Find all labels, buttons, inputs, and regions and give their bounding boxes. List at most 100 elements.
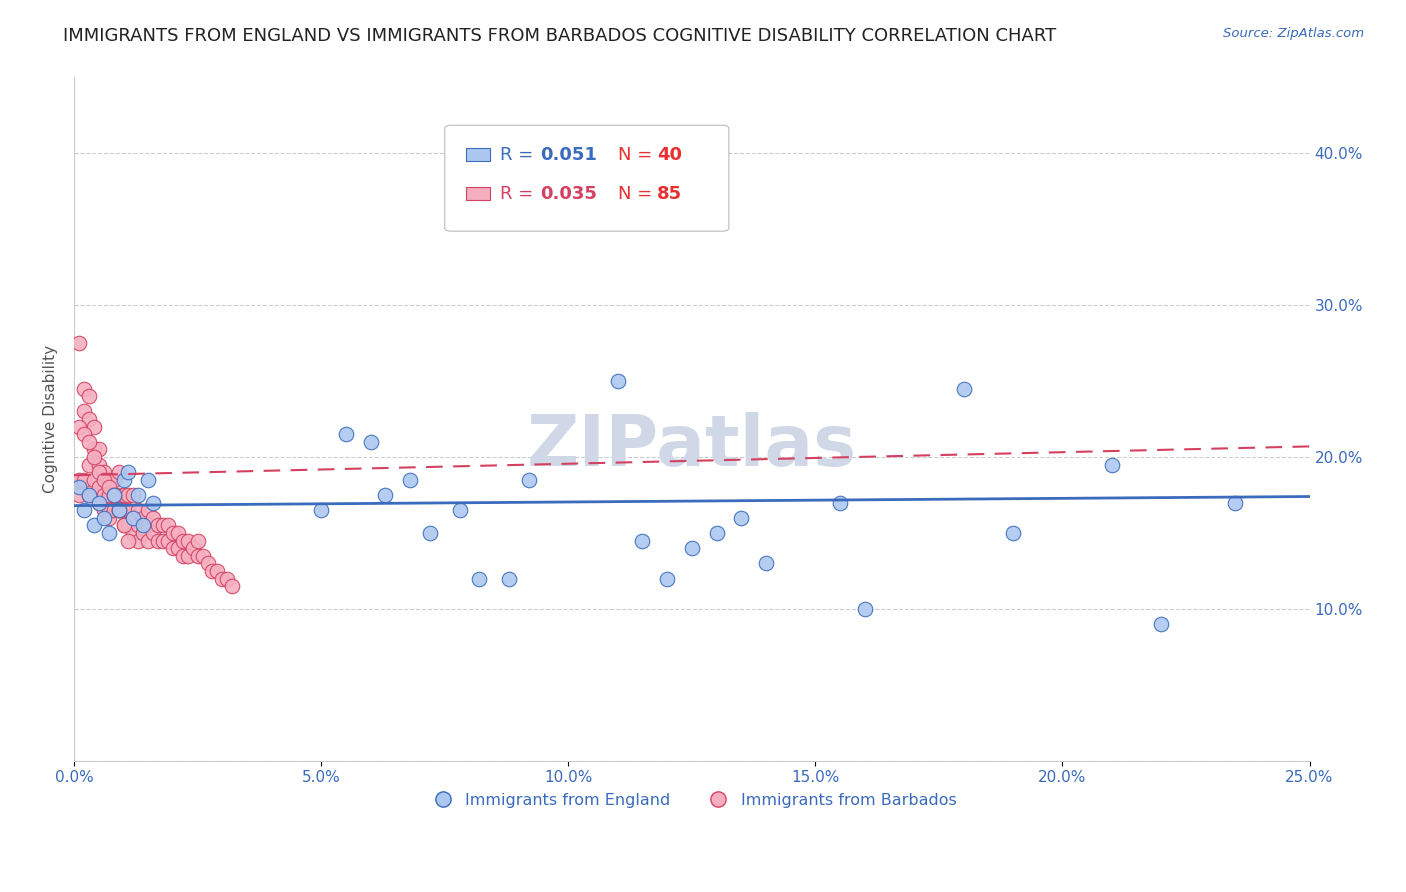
Point: [93, 510, 115, 524]
Point: [87, 442, 110, 457]
Point: [117, 533, 139, 548]
Point: [853, 602, 876, 616]
Point: [67, 473, 90, 487]
Point: [152, 533, 174, 548]
Text: 0.051: 0.051: [540, 145, 596, 163]
Point: [162, 525, 184, 540]
Point: [97, 503, 120, 517]
Point: [706, 525, 728, 540]
Point: [93, 503, 115, 517]
Point: [187, 533, 209, 548]
Point: [655, 572, 678, 586]
Point: [136, 533, 159, 548]
Point: [107, 503, 129, 517]
Point: [146, 518, 169, 533]
Point: [77, 488, 100, 502]
Point: [468, 572, 491, 586]
Point: [132, 525, 155, 540]
FancyBboxPatch shape: [465, 186, 491, 201]
Point: [211, 572, 233, 586]
Text: Source: ZipAtlas.com: Source: ZipAtlas.com: [1223, 27, 1364, 40]
Point: [107, 488, 129, 502]
Point: [181, 541, 204, 556]
Point: [419, 525, 441, 540]
Point: [1225, 495, 1247, 509]
Point: [103, 488, 125, 502]
Point: [122, 510, 145, 524]
Point: [112, 488, 135, 502]
Point: [83, 473, 105, 487]
Text: 0.035: 0.035: [540, 185, 596, 202]
Point: [146, 533, 169, 548]
Point: [498, 572, 520, 586]
Text: R =: R =: [501, 185, 540, 202]
Point: [177, 533, 200, 548]
FancyBboxPatch shape: [444, 125, 728, 231]
Point: [122, 510, 145, 524]
Text: 85: 85: [657, 185, 682, 202]
Point: [77, 389, 100, 403]
Point: [755, 557, 778, 571]
Point: [77, 488, 100, 502]
Point: [73, 503, 96, 517]
Point: [73, 382, 96, 396]
Legend: Immigrants from England, Immigrants from Barbados: Immigrants from England, Immigrants from…: [420, 787, 963, 814]
Point: [97, 480, 120, 494]
Point: [97, 510, 120, 524]
Point: [77, 434, 100, 449]
Point: [97, 473, 120, 487]
Point: [83, 518, 105, 533]
Point: [142, 525, 165, 540]
Point: [631, 533, 654, 548]
Point: [87, 458, 110, 472]
Point: [152, 518, 174, 533]
Point: [1101, 458, 1123, 472]
Point: [97, 488, 120, 502]
Point: [399, 473, 422, 487]
Point: [107, 503, 129, 517]
Point: [93, 488, 115, 502]
Point: [122, 488, 145, 502]
Point: [201, 564, 224, 578]
Point: [374, 488, 396, 502]
Point: [97, 525, 120, 540]
Point: [197, 557, 219, 571]
Point: [142, 495, 165, 509]
Point: [156, 518, 179, 533]
Point: [127, 518, 149, 533]
Point: [828, 495, 851, 509]
Point: [73, 427, 96, 442]
Point: [67, 480, 90, 494]
Point: [449, 503, 471, 517]
Point: [67, 336, 90, 351]
Point: [156, 533, 179, 548]
Point: [172, 549, 194, 563]
Point: [117, 465, 139, 479]
Point: [122, 525, 145, 540]
Text: N =: N =: [617, 145, 658, 163]
Point: [77, 412, 100, 426]
Point: [132, 518, 155, 533]
Point: [103, 488, 125, 502]
Point: [309, 503, 332, 517]
Point: [187, 549, 209, 563]
Point: [112, 518, 135, 533]
Point: [1001, 525, 1024, 540]
Point: [221, 579, 243, 593]
Point: [127, 503, 149, 517]
Point: [107, 503, 129, 517]
Point: [73, 473, 96, 487]
Point: [103, 473, 125, 487]
Point: [117, 518, 139, 533]
Point: [93, 473, 115, 487]
Point: [127, 488, 149, 502]
Point: [132, 510, 155, 524]
Point: [87, 495, 110, 509]
Point: [217, 572, 239, 586]
Point: [952, 382, 974, 396]
Point: [103, 503, 125, 517]
Point: [112, 473, 135, 487]
Point: [127, 533, 149, 548]
Point: [191, 549, 214, 563]
Point: [103, 488, 125, 502]
